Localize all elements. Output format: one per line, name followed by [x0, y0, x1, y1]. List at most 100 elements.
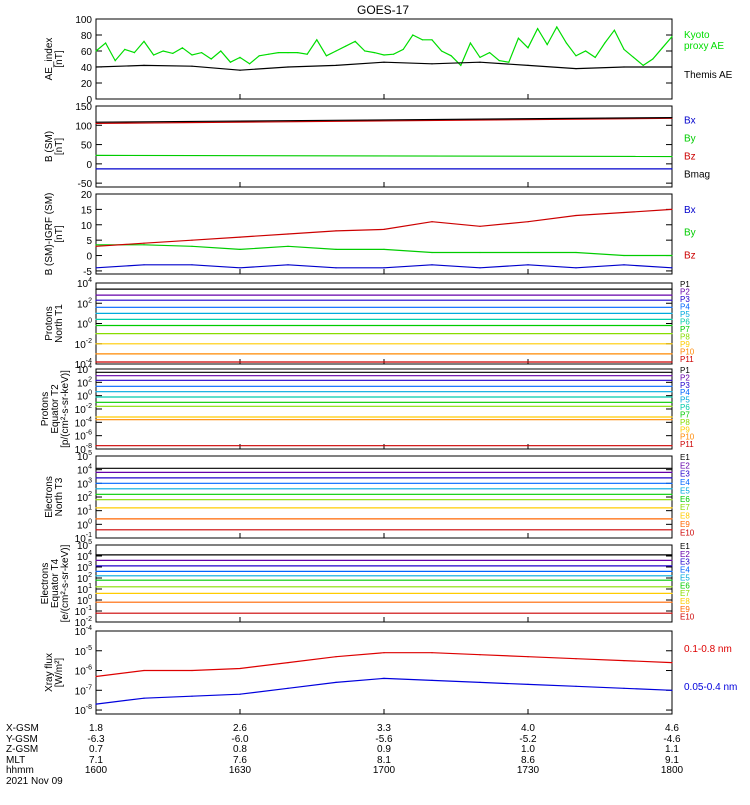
data-point — [546, 44, 548, 46]
series-line-0.05-0.4-nm — [95, 677, 673, 705]
legend-label: Bz — [684, 151, 696, 162]
data-point — [594, 56, 596, 59]
data-point — [383, 652, 385, 654]
data-point — [537, 28, 539, 30]
panel-frame — [95, 193, 673, 275]
time-axis-value: 8.1 — [377, 755, 391, 766]
data-point — [393, 53, 395, 55]
y-axis-label: [nT] — [54, 50, 65, 67]
y-axis-label: Equator T4 — [50, 558, 61, 608]
y-tick-exponent: 2 — [88, 376, 92, 383]
y-tick-label: 10-6 — [75, 430, 92, 443]
legend-label: proxy AE — [684, 41, 724, 52]
y-tick-exponent: -2 — [86, 403, 92, 410]
data-point — [489, 52, 491, 54]
y-tick-exponent: -2 — [86, 338, 92, 345]
data-point — [95, 592, 97, 595]
legend-label: P8 — [680, 418, 690, 427]
data-point — [527, 251, 529, 254]
data-point — [335, 64, 337, 66]
data-point — [565, 42, 568, 44]
data-point — [95, 122, 97, 124]
data-point — [229, 61, 231, 63]
y-tick-exponent: 2 — [88, 297, 92, 304]
data-point — [671, 529, 673, 531]
y-tick-exponent: -8 — [86, 704, 92, 711]
data-point — [95, 244, 97, 246]
legend-label: E10 — [680, 528, 695, 537]
time-axis-value: 1600 — [85, 765, 108, 776]
y-tick-label: 10-4 — [75, 625, 92, 638]
data-point — [287, 662, 289, 664]
data-point — [527, 47, 529, 49]
data-point — [671, 662, 673, 664]
data-point — [623, 687, 625, 689]
data-point — [671, 318, 673, 320]
y-tick-label: 10-5 — [75, 645, 92, 658]
legend-label: Bx — [684, 205, 696, 216]
data-point — [671, 559, 673, 562]
data-point — [671, 507, 673, 509]
data-point — [431, 679, 433, 682]
data-point — [239, 236, 241, 238]
legend-label: E9 — [680, 520, 690, 529]
data-point — [335, 656, 337, 658]
data-point — [95, 324, 97, 327]
data-point — [671, 570, 673, 573]
data-point — [95, 416, 97, 418]
y-tick-label: 10 — [81, 221, 93, 232]
data-point — [316, 39, 318, 41]
data-point — [287, 66, 289, 68]
y-tick-exponent: -4 — [86, 416, 92, 423]
time-axis-value: 0.9 — [377, 744, 391, 755]
data-point — [671, 493, 673, 495]
time-axis-value: -5.2 — [519, 734, 537, 745]
data-point — [95, 471, 97, 473]
data-point — [671, 208, 673, 210]
panel-b_sm: -50 0 50 100 150 B (SM) [nT] Bx By Bz Bmag — [44, 102, 710, 190]
data-point — [671, 155, 673, 158]
data-point — [671, 467, 673, 469]
y-tick-label: 101 — [77, 505, 92, 518]
data-point — [575, 214, 577, 217]
data-point — [383, 677, 385, 680]
data-point — [671, 565, 673, 567]
y-axis-label: [p/(cm²-s-sr-keV)] — [60, 370, 71, 448]
data-point — [95, 703, 97, 705]
y-tick-exponent: -6 — [86, 430, 92, 437]
data-point — [412, 34, 414, 36]
data-point — [287, 687, 289, 689]
data-point — [479, 225, 481, 227]
data-point — [162, 50, 164, 52]
data-point — [335, 681, 337, 684]
y-axis-label: Protons — [40, 392, 51, 426]
data-point — [671, 419, 673, 421]
data-point — [335, 267, 337, 269]
data-point — [527, 656, 529, 658]
data-point — [431, 264, 433, 266]
legend-label: P9 — [680, 340, 690, 349]
data-point — [354, 40, 356, 43]
data-point — [191, 65, 193, 67]
data-point — [671, 689, 673, 691]
data-point — [277, 52, 279, 54]
y-tick-label: 104 — [77, 464, 92, 477]
legend-label: P6 — [680, 403, 690, 412]
y-tick-label: 60 — [81, 47, 93, 58]
time-axis-value: 3.3 — [377, 723, 391, 734]
data-point — [671, 353, 673, 355]
data-point — [143, 64, 145, 66]
data-point — [671, 324, 673, 327]
y-tick-exponent: 4 — [88, 550, 92, 557]
time-axis-value: 0.8 — [233, 744, 247, 755]
legend-label: E4 — [680, 566, 690, 575]
series-line-by — [96, 244, 672, 257]
data-point — [95, 333, 97, 335]
data-point — [95, 529, 97, 531]
data-point — [575, 658, 577, 660]
data-point — [671, 396, 673, 398]
time-row-label: MLT — [6, 755, 25, 766]
data-point — [95, 499, 97, 501]
legend-label: P1 — [680, 366, 690, 375]
